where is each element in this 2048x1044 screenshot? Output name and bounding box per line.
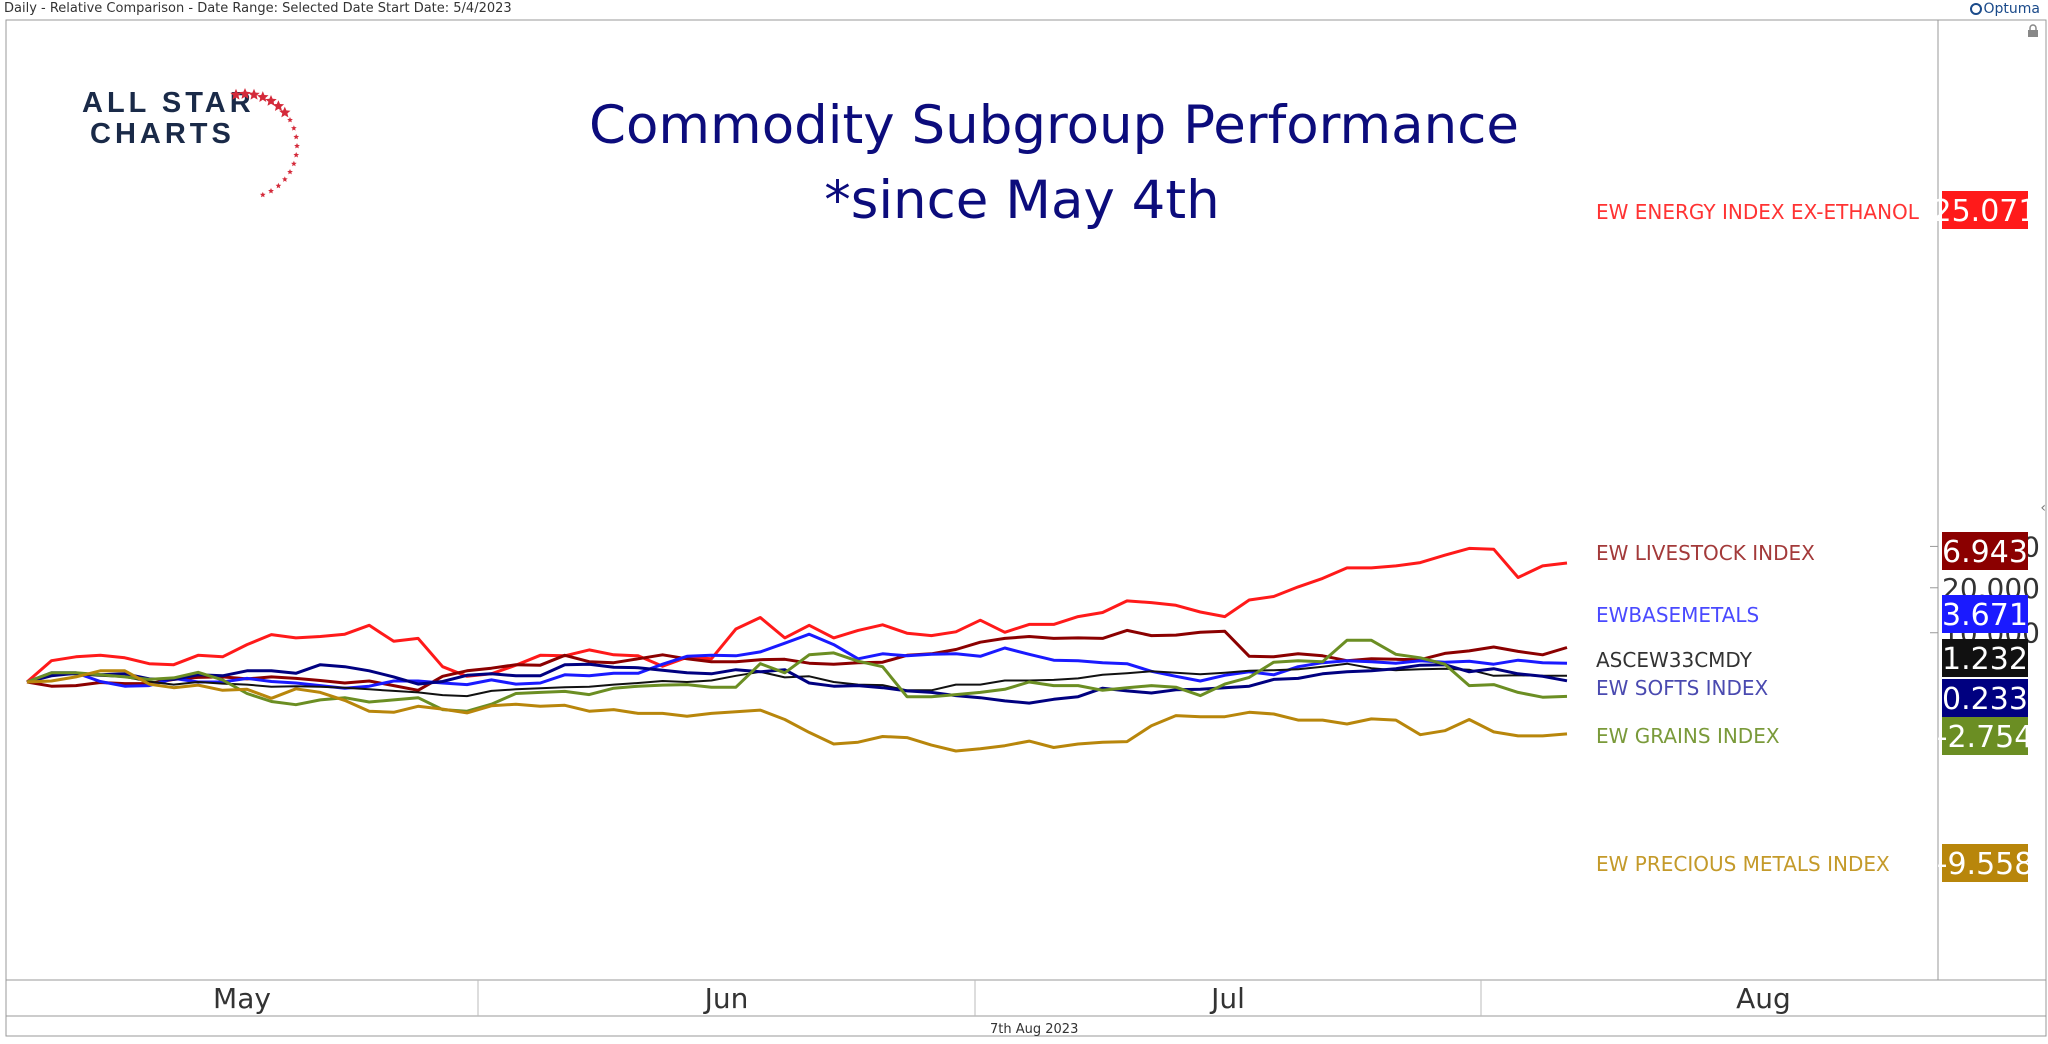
last-value-badge xyxy=(1942,191,2028,229)
optuma-logo-icon xyxy=(1969,3,1982,15)
panel-collapse-arrow-icon[interactable]: ‹ xyxy=(2040,500,2046,516)
series-line xyxy=(26,669,1568,753)
logo-star-icon xyxy=(279,106,291,118)
logo-line-1: ALL STAR xyxy=(82,87,255,119)
chart-header-caption: Daily - Relative Comparison - Date Range… xyxy=(4,1,512,16)
last-value-label: 6.943 xyxy=(1942,535,2028,570)
series-name-label: EW SOFTS INDEX xyxy=(1596,676,1769,700)
series-line xyxy=(26,638,1568,713)
last-value-badge xyxy=(1942,639,2028,677)
logo-star-icon xyxy=(282,176,288,182)
last-value-label: -9.558 xyxy=(1937,847,2034,882)
series-name-label: EW ENERGY INDEX EX-ETHANOL xyxy=(1596,200,1920,224)
logo-star-icon xyxy=(275,182,282,189)
series-line xyxy=(26,632,1568,690)
last-value-label: 1.232 xyxy=(1942,642,2028,677)
footer-date: 7th Aug 2023 xyxy=(990,1022,1079,1037)
series-name-label: EW LIVESTOCK INDEX xyxy=(1596,541,1815,565)
series-name-label: EWBASEMETALS xyxy=(1596,603,1759,627)
chart-subtitle: *since May 4th xyxy=(824,170,1220,231)
logo-star-icon xyxy=(272,100,285,111)
last-value-label: 0.233 xyxy=(1942,682,2028,717)
last-value-badge xyxy=(1942,844,2028,882)
logo-star-icon xyxy=(259,191,266,198)
logo-star-icon xyxy=(268,188,274,194)
last-value-badge xyxy=(1942,532,2028,570)
last-value-badge xyxy=(1942,679,2028,717)
logo-star-icon xyxy=(287,169,293,175)
chart-frame xyxy=(5,19,2047,1037)
logo-star-icon xyxy=(265,95,277,106)
optuma-brand: Optuma xyxy=(1969,1,2041,17)
last-value-label: 3.671 xyxy=(1942,598,2028,633)
logo-star-arc xyxy=(230,88,300,198)
last-value-label: 25.071 xyxy=(1933,194,2038,229)
logo-star-icon xyxy=(230,88,242,100)
optuma-brand-name: Optuma xyxy=(1983,1,2041,17)
x-tick-label: Jun xyxy=(703,982,749,1015)
series-line xyxy=(26,546,1568,684)
logo-star-icon xyxy=(239,88,251,99)
x-tick-label: Aug xyxy=(1736,982,1791,1015)
x-tick-label: May xyxy=(213,982,271,1015)
series-name-label: ASCEW33CMDY xyxy=(1596,648,1753,672)
last-value-badge xyxy=(1942,595,2028,633)
series-line xyxy=(26,662,1568,705)
last-value-label: -2.754 xyxy=(1937,720,2034,755)
all-star-charts-logo: ALL STAR CHARTS xyxy=(82,88,255,150)
series-line xyxy=(26,628,1568,692)
x-tick-label: Jul xyxy=(1209,982,1245,1015)
series-name-label: EW PRECIOUS METALS INDEX xyxy=(1596,852,1890,876)
series-name-label: EW GRAINS INDEX xyxy=(1596,724,1780,748)
logo-star-icon xyxy=(248,88,260,100)
logo-line-2: CHARTS xyxy=(90,118,235,150)
logo-star-icon xyxy=(291,160,297,167)
lock-icon[interactable] xyxy=(2026,24,2040,38)
logo-star-icon xyxy=(294,143,300,149)
logo-star-icon xyxy=(293,152,300,158)
logo-star-icon xyxy=(293,134,300,140)
logo-star-icon xyxy=(287,117,293,123)
chart-title: Commodity Subgroup Performance xyxy=(589,95,1519,156)
last-value-badge xyxy=(1942,717,2028,755)
logo-star-icon xyxy=(291,125,297,131)
